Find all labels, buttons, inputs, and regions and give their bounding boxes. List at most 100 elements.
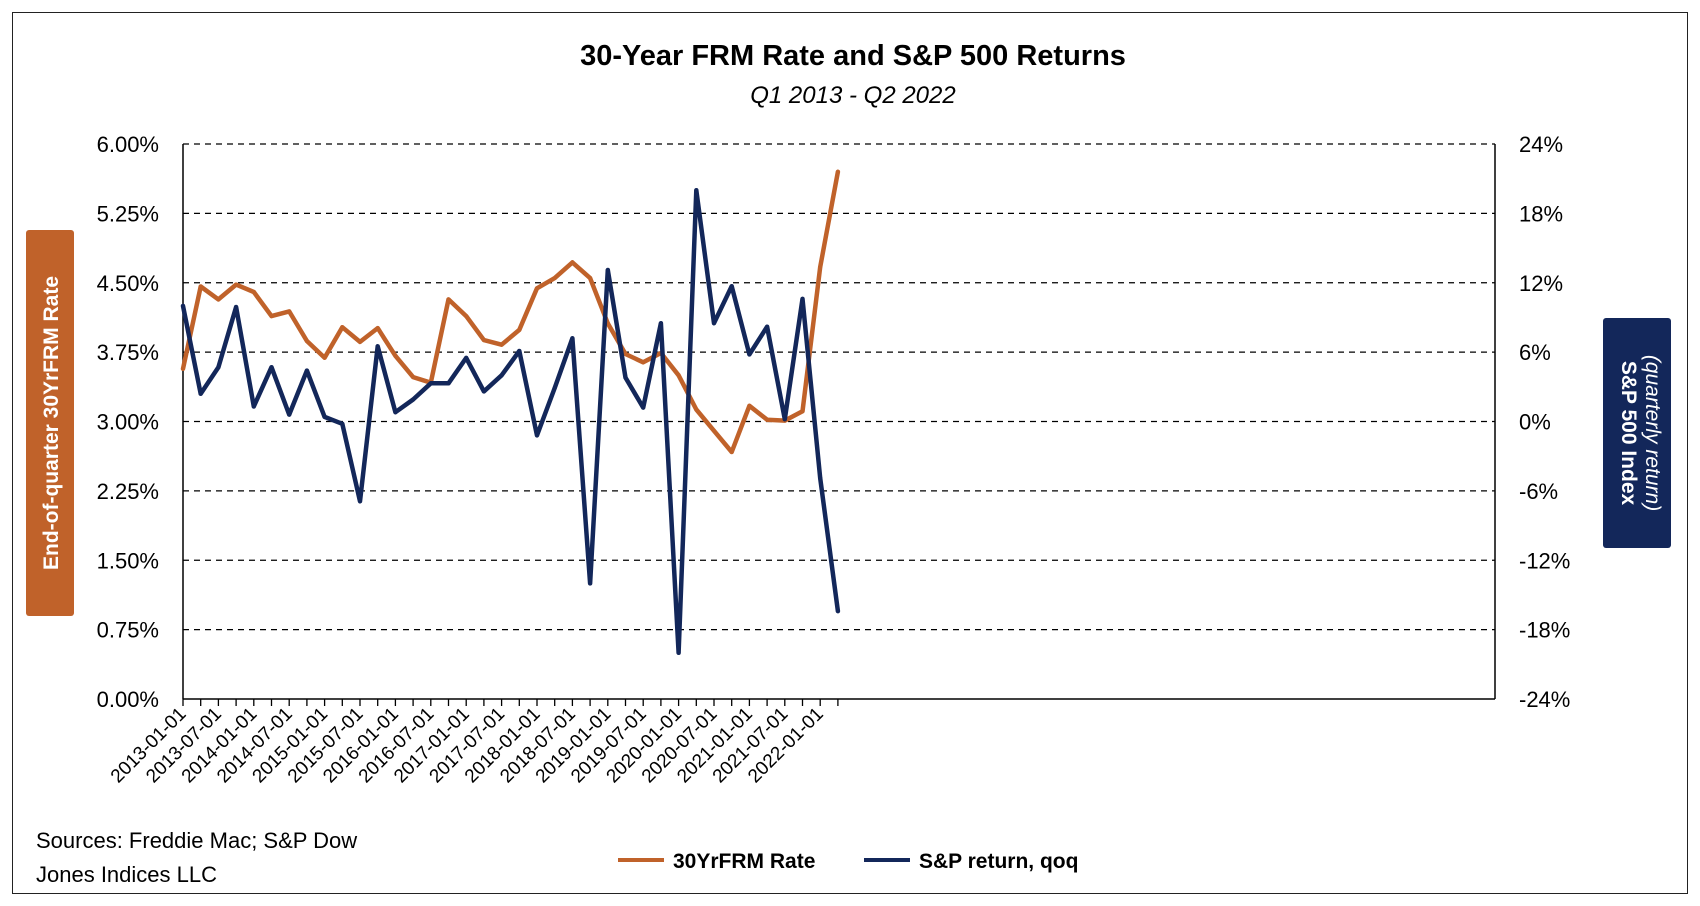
series-line-frm — [180, 169, 841, 455]
data-point-frm — [234, 282, 239, 287]
data-point-sp — [393, 410, 398, 415]
data-point-sp — [181, 303, 185, 308]
data-point-sp — [358, 499, 362, 504]
y-tick-label-left: 0.00% — [97, 687, 159, 712]
data-point-sp — [322, 414, 327, 419]
data-point-frm — [729, 450, 734, 454]
y-axis-label-left: End-of-quarter 30YrFRM Rate — [26, 230, 74, 616]
data-point-frm — [676, 373, 681, 378]
y-tick-label-right: 6% — [1519, 340, 1551, 365]
data-point-frm — [340, 325, 345, 330]
y-tick-label-right: 0% — [1519, 410, 1551, 435]
x-ticks: 2013-01-012013-07-012014-01-012014-07-01… — [107, 704, 828, 788]
y-tick-label-left: 3.00% — [97, 410, 159, 435]
y-tick-label-right: 18% — [1519, 201, 1563, 226]
data-point-frm — [800, 409, 805, 414]
y-tick-label-left: 5.25% — [97, 201, 159, 226]
data-point-sp — [287, 412, 292, 417]
y-axis-label-right: S&P 500 Index (quarterly return) — [1603, 318, 1671, 548]
data-point-sp — [499, 373, 504, 378]
data-point-frm — [481, 338, 486, 343]
y-tick-label-left: 4.50% — [97, 271, 159, 296]
data-point-frm — [375, 326, 380, 331]
data-point-frm — [358, 339, 362, 344]
data-point-sp — [588, 581, 593, 586]
data-point-frm — [181, 366, 185, 371]
data-point-frm — [287, 309, 292, 314]
data-point-frm — [641, 360, 646, 365]
legend-label-sp: S&P return, qoq — [919, 850, 1078, 873]
data-point-frm — [818, 265, 823, 269]
data-point-frm — [835, 169, 840, 174]
data-point-sp — [605, 268, 610, 272]
data-point-sp — [818, 476, 823, 481]
data-point-sp — [729, 284, 734, 289]
legend: 30YrFRM Rate S&P return, qoq — [618, 850, 1078, 873]
data-point-frm — [411, 375, 416, 380]
data-point-sp — [216, 365, 221, 370]
data-point-frm — [198, 284, 203, 289]
data-point-sp — [428, 381, 433, 386]
y-tick-label-left: 3.75% — [97, 340, 159, 365]
data-point-frm — [446, 297, 451, 302]
y-tick-label-right: 12% — [1519, 271, 1563, 296]
data-point-sp — [411, 397, 416, 402]
y-tick-label-right: 24% — [1519, 132, 1563, 157]
data-point-frm — [269, 314, 274, 319]
data-point-sp — [517, 349, 522, 353]
data-point-frm — [304, 339, 309, 343]
source-note-line2: Jones Indices LLC — [36, 862, 217, 887]
source-note-line1: Sources: Freddie Mac; S&P Dow — [36, 828, 357, 853]
data-point-frm — [216, 297, 221, 302]
y-tick-label-right: -12% — [1519, 548, 1570, 573]
data-point-sp — [782, 417, 787, 422]
data-point-frm — [251, 290, 256, 294]
data-point-sp — [712, 321, 716, 326]
y-tick-label-left: 2.25% — [97, 479, 159, 504]
y-axis-label-left-text: End-of-quarter 30YrFRM Rate — [40, 276, 63, 570]
data-point-sp — [747, 352, 752, 357]
y-ticks-left: 0.00% 0.75% 1.50% 2.25% 3.00% 3.75% 4.50% 5.25%… — [97, 132, 159, 712]
y-tick-label-left: 0.75% — [97, 618, 159, 643]
data-point-frm — [517, 327, 522, 332]
gridlines — [183, 143, 1495, 631]
y-tick-label-right: -24% — [1519, 687, 1570, 712]
data-point-frm — [535, 286, 539, 291]
data-point-frm — [712, 428, 716, 433]
data-point-sp — [251, 404, 256, 409]
data-point-sp — [340, 421, 345, 426]
y-axis-label-left-box — [26, 230, 74, 616]
data-point-sp — [765, 324, 770, 329]
data-point-sp — [552, 386, 557, 390]
data-point-sp — [464, 355, 469, 360]
series-line-sp — [180, 188, 841, 656]
data-point-sp — [304, 368, 309, 373]
data-point-frm — [499, 342, 504, 347]
data-point-sp — [198, 391, 203, 396]
data-point-frm — [623, 352, 628, 356]
data-point-sp — [234, 305, 239, 309]
y-tick-label-right: -6% — [1519, 479, 1558, 504]
data-point-frm — [322, 355, 327, 360]
data-point-frm — [552, 276, 557, 281]
data-point-sp — [535, 433, 539, 438]
chart-subtitle: Q1 2013 - Q2 2022 — [750, 82, 955, 109]
y-axis-label-right-text: S&P 500 Index — [1617, 361, 1640, 506]
data-point-frm — [464, 314, 469, 319]
y-tick-label-right: -18% — [1519, 618, 1570, 643]
data-point-sp — [641, 405, 646, 410]
data-point-frm — [747, 403, 752, 408]
legend-label-frm: 30YrFRM Rate — [673, 850, 815, 873]
data-point-sp — [800, 296, 805, 301]
data-point-frm — [694, 407, 699, 412]
y-axis-label-right-box — [1603, 318, 1671, 548]
chart-title: 30-Year FRM Rate and S&P 500 Returns — [580, 40, 1126, 72]
y-axis-label-right-subtext: (quarterly return) — [1641, 355, 1664, 511]
data-point-frm — [765, 417, 770, 422]
y-tick-label-left: 6.00% — [97, 132, 159, 157]
data-point-frm — [393, 353, 398, 358]
data-point-sp — [375, 344, 380, 349]
data-point-sp — [694, 188, 699, 193]
data-point-sp — [676, 650, 681, 655]
